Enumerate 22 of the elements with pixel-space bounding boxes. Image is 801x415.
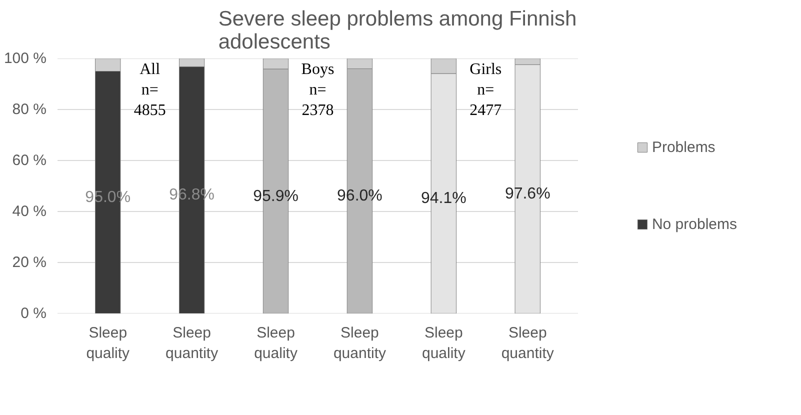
- x-tick-label: Sleep quality: [86, 324, 130, 362]
- x-tick-label: Sleep quantity: [501, 324, 554, 362]
- y-tick-label: 20 %: [12, 254, 47, 271]
- x-tick-label: Sleep quantity: [333, 324, 386, 362]
- x-tick-label: Sleep quantity: [166, 324, 219, 362]
- annotation: Girls n= 2477: [470, 61, 502, 119]
- x-tick-label: Sleep quality: [254, 324, 298, 362]
- annotation: Boys n= 2378: [301, 61, 334, 119]
- y-tick-label: 0 %: [20, 305, 47, 322]
- data-label: 96.0%: [337, 188, 382, 205]
- y-tick-label: 100 %: [4, 50, 47, 67]
- legend-label: Problems: [652, 138, 716, 156]
- y-tick-label: 40 %: [12, 203, 47, 220]
- legend-label: No problems: [652, 216, 737, 232]
- y-tick-label: 60 %: [12, 152, 47, 169]
- x-tick-label: Sleep quality: [422, 324, 466, 362]
- annotation: All n= 4855: [134, 61, 166, 119]
- data-label: 97.6%: [504, 186, 550, 203]
- data-label: 95.9%: [253, 188, 298, 205]
- y-tick-label: 80 %: [12, 101, 47, 118]
- chart-title: Severe sleep problems among Finnish adolescents: [218, 8, 577, 54]
- data-label: 94.1%: [420, 190, 466, 208]
